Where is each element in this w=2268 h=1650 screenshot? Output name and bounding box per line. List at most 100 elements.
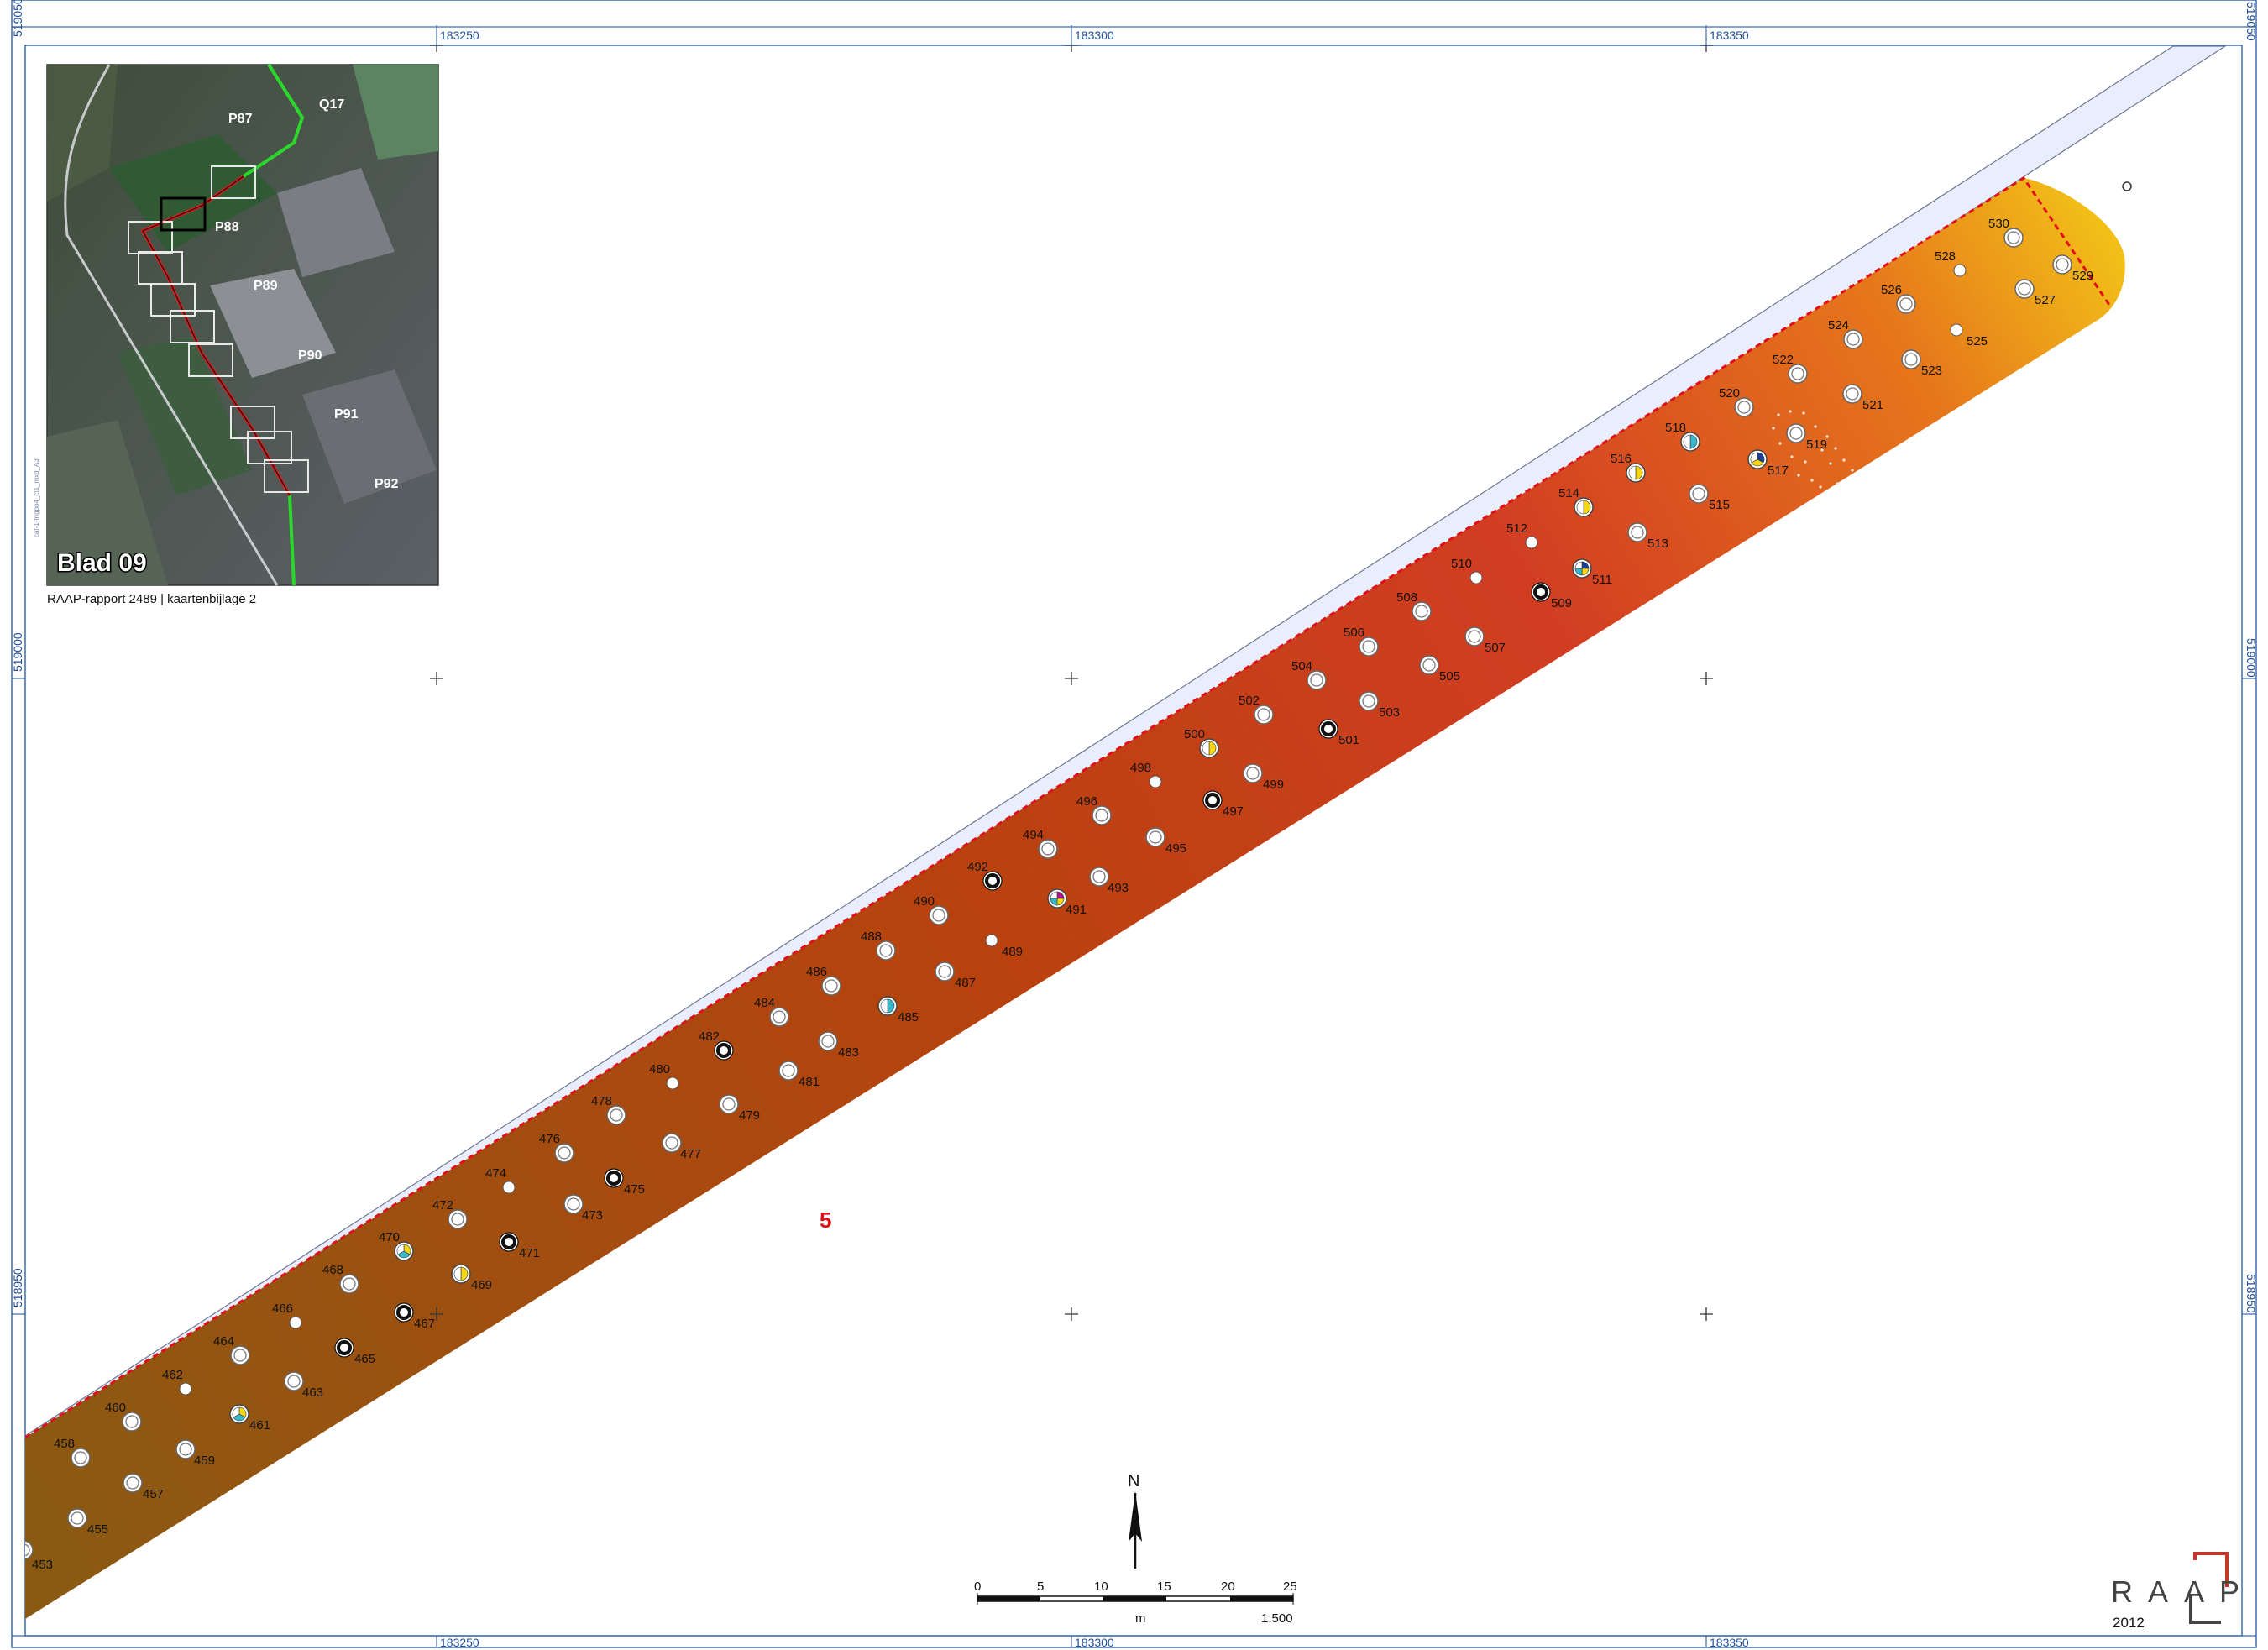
logo-year: 2012 [2113,1615,2145,1631]
borehole-label-527: 527 [2035,293,2056,307]
borehole-475: 475 [604,1168,645,1197]
inset-parcel-p90: P90 [298,348,322,363]
borehole-label-466: 466 [272,1302,293,1316]
inset-parcel-p88: P88 [215,220,239,234]
inset-current-sheet [160,196,207,232]
borehole-517: 517 [1747,449,1789,478]
borehole-label-501: 501 [1338,733,1359,747]
coord-right-2: 519000 [2244,638,2258,678]
borehole-label-488: 488 [861,930,882,944]
borehole-label-510: 510 [1451,557,1472,571]
raap-logo: R A A P 2012 [2111,1552,2239,1631]
borehole-label-464: 464 [213,1334,234,1349]
borehole-495: 495 [1145,827,1186,856]
borehole-label-528: 528 [1935,249,1956,264]
coord-bottom-2: 183300 [1075,1636,1114,1649]
inset-parcel-p92: P92 [375,477,399,491]
borehole-458: 458 [54,1437,91,1468]
borehole-label-457: 457 [143,1487,164,1501]
zone-boundary [25,175,2113,1439]
borehole-484: 484 [754,996,789,1027]
borehole-label-530: 530 [1988,217,2009,231]
borehole-label-477: 477 [680,1147,701,1161]
borehole-label-472: 472 [432,1198,453,1213]
grid-crosses [430,45,1713,1321]
borehole-491: 491 [1047,888,1087,917]
borehole-label-498: 498 [1130,761,1151,775]
borehole-489: 489 [985,934,1023,959]
borehole-label-479: 479 [739,1108,760,1123]
borehole-label-522: 522 [1773,353,1794,367]
borehole-label-526: 526 [1881,283,1902,297]
borehole-label-484: 484 [754,996,775,1010]
borehole-494: 494 [1023,828,1058,859]
inset-map: Q17 P87 P88 P89 P90 P91 P92 Blad 09 cat-… [33,63,439,606]
borehole-513: 513 [1627,522,1668,551]
logo-letter-a1: A [2148,1574,2168,1609]
borehole-label-490: 490 [914,894,935,909]
trench-zone [25,178,2125,1619]
borehole-label-489: 489 [1002,945,1023,959]
borehole-486: 486 [806,965,841,996]
outer-frame [11,0,2257,1648]
borehole-466: 466 [272,1302,302,1329]
borehole-label-478: 478 [591,1094,612,1108]
borehole-label-513: 513 [1647,537,1668,551]
coord-left-1: 519050 [11,0,24,37]
north-arrow: N [1128,1472,1142,1569]
scale-tick-10: 10 [1094,1579,1108,1594]
scale-bar: 0 5 10 15 20 25 m 1:500 [974,1579,1297,1626]
borehole-label-468: 468 [322,1263,343,1277]
borehole-510: 510 [1451,557,1483,584]
borehole-label-465: 465 [354,1352,375,1366]
scale-ratio: 1:500 [1261,1611,1293,1626]
borehole-529: 529 [2052,254,2093,283]
borehole-label-471: 471 [519,1246,540,1260]
borehole-488: 488 [861,930,896,961]
borehole-label-515: 515 [1709,498,1730,512]
borehole-478: 478 [591,1094,626,1125]
borehole-459: 459 [175,1439,215,1468]
borehole-482: 482 [699,1029,734,1061]
borehole-label-512: 512 [1506,521,1527,536]
borehole-label-520: 520 [1719,386,1740,401]
borehole-506: 506 [1344,626,1379,657]
borehole-layer: 453 455 457 458 459 460 461 462 463 464 465 466 467 4… [25,217,2093,1572]
borehole-label-495: 495 [1165,841,1186,856]
borehole-label-529: 529 [2072,269,2093,283]
borehole-label-492: 492 [967,860,988,874]
borehole-485: 485 [877,996,919,1024]
borehole-503: 503 [1359,691,1400,720]
borehole-522: 522 [1773,353,1808,384]
borehole-label-480: 480 [649,1062,670,1076]
borehole-457: 457 [123,1473,164,1501]
borehole-507: 507 [1464,626,1506,655]
borehole-516: 516 [1611,452,1646,483]
outlier-point [2122,181,2132,191]
borehole-label-519: 519 [1806,437,1827,452]
borehole-label-474: 474 [485,1166,506,1181]
borehole-528: 528 [1935,249,1967,277]
borehole-label-491: 491 [1066,903,1087,917]
borehole-480: 480 [649,1062,679,1090]
borehole-500: 500 [1184,727,1219,758]
borehole-label-469: 469 [471,1278,492,1292]
borehole-label-525: 525 [1967,334,1988,348]
borehole-481: 481 [778,1061,820,1089]
coord-bottom-3: 183350 [1710,1636,1749,1649]
borehole-label-473: 473 [582,1208,603,1223]
borehole-499: 499 [1243,763,1284,792]
borehole-504: 504 [1291,659,1327,690]
borehole-label-502: 502 [1239,694,1260,708]
borehole-524: 524 [1828,318,1863,349]
scale-tick-5: 5 [1037,1579,1044,1594]
borehole-492: 492 [967,860,1003,891]
borehole-455: 455 [67,1508,108,1537]
borehole-520: 520 [1719,386,1754,417]
borehole-label-476: 476 [539,1132,560,1146]
borehole-476: 476 [539,1132,574,1163]
coord-left-2: 519000 [11,632,24,672]
borehole-label-475: 475 [624,1182,645,1197]
borehole-label-470: 470 [379,1230,400,1244]
scale-tick-20: 20 [1221,1579,1235,1594]
